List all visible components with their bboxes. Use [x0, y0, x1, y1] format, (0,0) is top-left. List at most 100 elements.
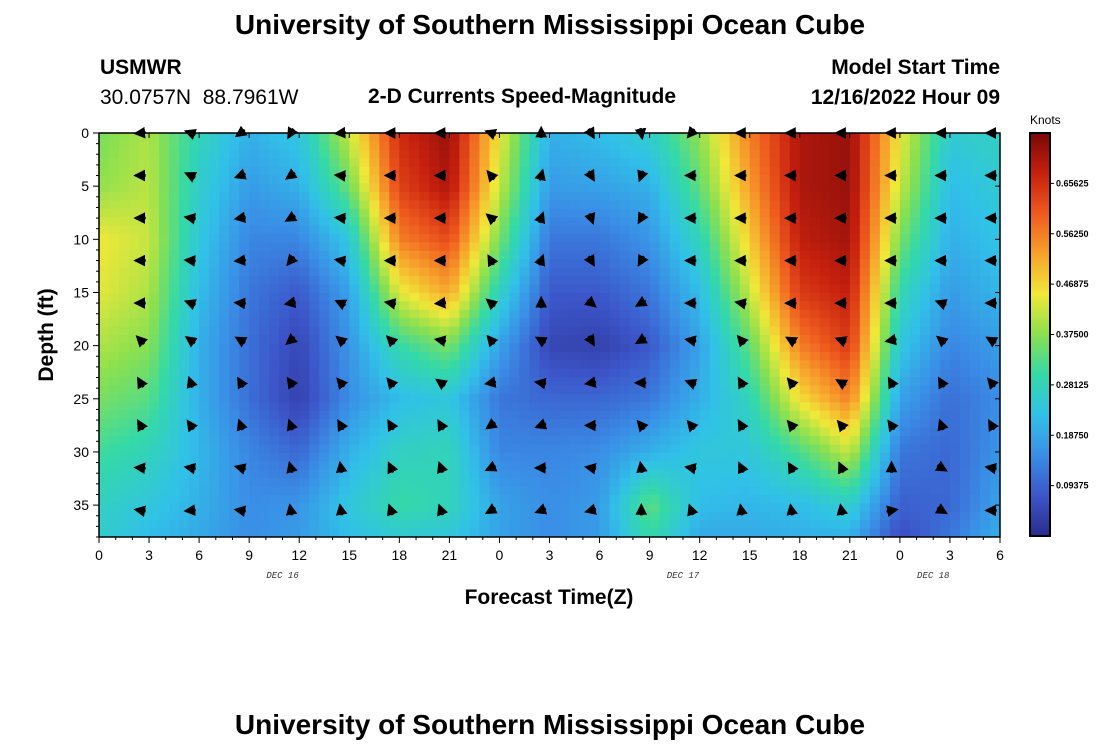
heatmap-cell	[479, 183, 491, 193]
heatmap-cell	[149, 436, 160, 446]
heatmap-cell	[719, 234, 731, 244]
heatmap-cell	[459, 520, 471, 530]
heatmap-cell	[679, 486, 691, 496]
heatmap-cell	[779, 427, 791, 437]
heatmap-cell	[749, 309, 761, 319]
heatmap-cell	[519, 511, 531, 521]
heatmap-cell	[149, 200, 160, 210]
heatmap-cell	[159, 301, 170, 311]
heatmap-cell	[419, 250, 430, 260]
heatmap-cell	[869, 318, 881, 328]
heatmap-cell	[299, 368, 310, 378]
heatmap-cell	[949, 242, 961, 252]
heatmap-cell	[149, 259, 160, 269]
heatmap-cell	[939, 284, 951, 294]
heatmap-cell	[599, 318, 611, 328]
heatmap-cell	[619, 351, 631, 361]
current-arrow	[186, 419, 199, 433]
heatmap-cell	[669, 141, 681, 151]
heatmap-cell	[699, 368, 711, 378]
heatmap-cell	[399, 335, 410, 345]
heatmap-cell	[949, 267, 961, 277]
heatmap-cell	[719, 511, 731, 521]
heatmap-cell	[629, 225, 641, 235]
heatmap-cell	[719, 276, 731, 286]
heatmap-cell	[299, 158, 310, 168]
heatmap-cell	[259, 377, 270, 387]
heatmap-cell	[869, 276, 881, 286]
heatmap-cell	[789, 234, 801, 244]
heatmap-cell	[469, 284, 481, 294]
heatmap-cell	[559, 225, 571, 235]
heatmap-cell	[719, 284, 731, 294]
heatmap-cell	[259, 191, 270, 201]
heatmap-cell	[869, 267, 881, 277]
heatmap-cell	[869, 183, 881, 193]
heatmap-cell	[609, 309, 621, 319]
heatmap-cell	[189, 385, 200, 395]
heatmap-cell	[739, 149, 751, 159]
current-arrow	[934, 503, 948, 515]
heatmap-cell	[299, 419, 310, 429]
heatmap-cell	[99, 436, 110, 446]
heatmap-cell	[759, 478, 771, 488]
heatmap-cell	[969, 377, 981, 387]
heatmap-cell	[539, 427, 551, 437]
heatmap-cell	[449, 225, 460, 235]
current-arrow	[137, 376, 148, 390]
heatmap-cell	[209, 360, 220, 370]
heatmap-cell	[919, 469, 931, 479]
current-arrow	[285, 333, 298, 345]
heatmap-cell	[99, 149, 110, 159]
heatmap-cell	[579, 528, 591, 537]
heatmap-cell	[939, 410, 951, 420]
heatmap-cell	[499, 284, 511, 294]
heatmap-cell	[139, 360, 150, 370]
heatmap-cell	[889, 318, 901, 328]
heatmap-cell	[829, 360, 841, 370]
heatmap-cell	[329, 183, 340, 193]
heatmap-cell	[539, 436, 551, 446]
heatmap-cell	[409, 436, 420, 446]
heatmap-cell	[309, 444, 320, 454]
heatmap-cell	[359, 444, 370, 454]
heatmap-cell	[759, 452, 771, 462]
heatmap-cell	[129, 410, 140, 420]
heatmap-cell	[249, 133, 260, 143]
heatmap-cell	[799, 191, 811, 201]
heatmap-cell	[959, 494, 971, 504]
heatmap-cell	[349, 141, 360, 151]
heatmap-cell	[609, 410, 621, 420]
heatmap-cell	[819, 225, 831, 235]
heatmap-cell	[219, 528, 230, 537]
heatmap-cell	[249, 326, 260, 336]
heatmap-cell	[949, 158, 961, 168]
heatmap-cell	[909, 166, 921, 176]
heatmap-cell	[969, 242, 981, 252]
heatmap-cell	[689, 410, 701, 420]
current-arrow	[584, 212, 596, 226]
heatmap-cell	[369, 444, 380, 454]
heatmap-cell	[389, 343, 400, 353]
heatmap-cell	[519, 217, 531, 227]
heatmap-cell	[479, 494, 491, 504]
heatmap-cell	[469, 528, 481, 537]
heatmap-cell	[719, 301, 731, 311]
heatmap-cell	[129, 141, 140, 151]
heatmap-cell	[369, 292, 380, 302]
heatmap-cell	[169, 318, 180, 328]
heatmap-cell	[729, 191, 741, 201]
heatmap-cell	[749, 410, 761, 420]
heatmap-cell	[489, 309, 501, 319]
heatmap-cell	[609, 191, 621, 201]
heatmap-cell	[689, 436, 701, 446]
heatmap-cell	[659, 141, 671, 151]
heatmap-cell	[929, 284, 941, 294]
heatmap-cell	[259, 436, 270, 446]
heatmap-cell	[389, 402, 400, 412]
current-arrow	[233, 168, 247, 180]
heatmap-cell	[859, 444, 871, 454]
heatmap-cell	[899, 284, 911, 294]
heatmap-cell	[359, 175, 370, 185]
heatmap-cell	[99, 141, 110, 151]
